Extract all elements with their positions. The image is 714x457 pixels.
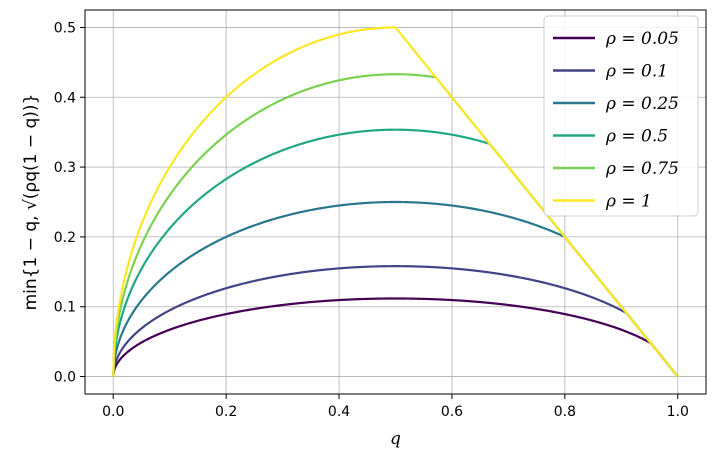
legend-label-3: ρ = 0.5 (605, 127, 668, 147)
x-axis-label: q (390, 429, 401, 449)
y-tick-label: 0.3 (54, 160, 76, 176)
x-axis-ticks: 0.0 0.2 0.4 0.6 0.8 1.0 (102, 394, 689, 420)
y-tick-label: 0.4 (54, 90, 76, 106)
series-line-1 (112, 265, 679, 378)
legend-label-4: ρ = 0.75 (605, 159, 679, 179)
y-axis-ticks: 0.0 0.1 0.2 0.3 0.4 0.5 (54, 20, 85, 386)
x-tick-label: 0.6 (441, 404, 463, 420)
y-tick-label: 0.1 (54, 300, 76, 316)
y-axis-label: min{1 − q, √(ρq(1 − q))} (21, 94, 41, 311)
x-tick-label: 0.2 (215, 404, 237, 420)
plot-frame (84, 9, 707, 395)
x-tick-label: 0.0 (102, 404, 124, 420)
legend-label-0: ρ = 0.05 (605, 29, 679, 49)
legend-label-2: ρ = 0.25 (605, 94, 679, 114)
x-tick-label: 0.4 (328, 404, 350, 420)
y-tick-label: 0.0 (54, 370, 76, 386)
series-line-0 (112, 297, 679, 378)
y-tick-label: 0.5 (54, 20, 76, 36)
y-tick-label: 0.2 (54, 230, 76, 246)
series-lines (112, 26, 679, 378)
legend: ρ = 0.05 ρ = 0.1 ρ = 0.25 ρ = 0.5 ρ = 0.75 ρ … (543, 15, 699, 217)
x-tick-label: 1.0 (667, 404, 689, 420)
legend-label-1: ρ = 0.1 (605, 62, 668, 82)
x-tick-label: 0.8 (554, 404, 576, 420)
series-line-5 (112, 26, 679, 378)
legend-label-5: ρ = 1 (605, 192, 652, 212)
legend-box (543, 15, 699, 217)
